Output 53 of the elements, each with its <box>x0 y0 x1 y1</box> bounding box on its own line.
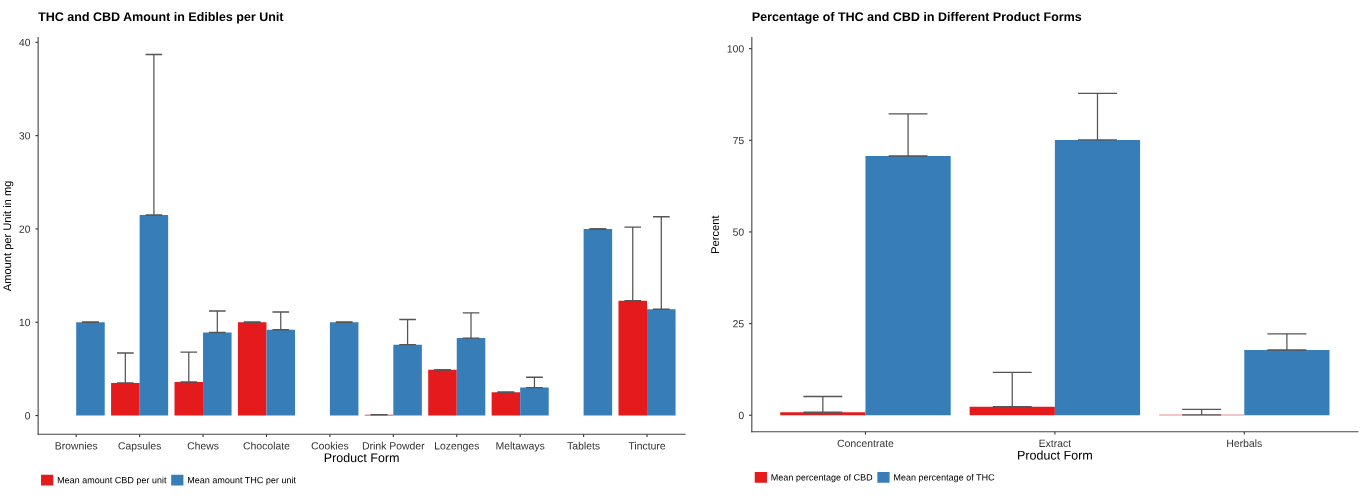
x-tick-label: Tablets <box>567 441 600 450</box>
y-tick-label: 50 <box>733 228 744 236</box>
bar <box>237 322 267 416</box>
chart-title: Percentage of THC and CBD in Different Product Forms <box>752 11 1082 24</box>
bar <box>583 228 613 416</box>
bar <box>520 387 549 416</box>
y-tick-label: 75 <box>733 136 744 145</box>
bar <box>329 322 359 416</box>
bar <box>491 392 521 416</box>
x-axis-title: Product Form <box>324 452 399 463</box>
legend-label: Mean amount THC per unit <box>187 476 296 486</box>
x-tick-label: Tincture <box>628 441 666 450</box>
bar <box>139 214 169 416</box>
x-tick-label: Cookies <box>311 441 349 450</box>
y-axis-title: Amount per Unit in mg <box>3 181 14 292</box>
bar <box>428 369 457 416</box>
y-axis-title: Percent <box>711 215 720 253</box>
bar <box>76 322 105 416</box>
bar <box>266 329 296 416</box>
y-tick-label: 0 <box>25 412 31 420</box>
x-tick-label: Meltaways <box>496 441 545 452</box>
x-tick-label: Extract <box>1039 439 1071 448</box>
legend-label: Mean percentage of THC <box>894 473 995 483</box>
chart-title: THC and CBD Amount in Edibles per Unit <box>38 11 284 24</box>
x-tick-label: Chocolate <box>243 441 290 450</box>
y-tick-label: 30 <box>19 132 31 140</box>
x-tick-label: Chews <box>187 441 219 450</box>
bar <box>1244 349 1330 416</box>
x-tick-label: Herbals <box>1227 439 1262 448</box>
x-tick-label: Lozenges <box>435 442 479 452</box>
bar <box>969 406 1055 416</box>
y-tick-label: 10 <box>19 318 31 327</box>
bar <box>111 382 140 416</box>
y-tick-label: 20 <box>19 225 31 233</box>
x-tick-label: Brownies <box>55 441 98 450</box>
bar <box>393 344 422 416</box>
bar <box>1054 139 1141 416</box>
legend-label: Mean amount CBD per unit <box>57 476 167 486</box>
y-tick-label: 0 <box>738 411 744 420</box>
bar <box>865 156 951 416</box>
y-tick-label: 40 <box>19 38 31 47</box>
bar <box>647 309 676 416</box>
x-tick-label: Capsules <box>118 441 161 452</box>
bar <box>203 332 232 416</box>
bar <box>456 338 486 416</box>
y-tick-label: 100 <box>727 45 744 53</box>
bar <box>174 381 204 416</box>
x-axis-title: Product Form <box>1018 450 1092 460</box>
x-tick-label: Drink Powder <box>362 441 425 450</box>
bar <box>618 300 648 416</box>
x-tick-label: Concentrate <box>837 439 894 448</box>
legend-label: Mean percentage of CBD <box>771 473 873 483</box>
y-tick-label: 25 <box>733 320 744 328</box>
